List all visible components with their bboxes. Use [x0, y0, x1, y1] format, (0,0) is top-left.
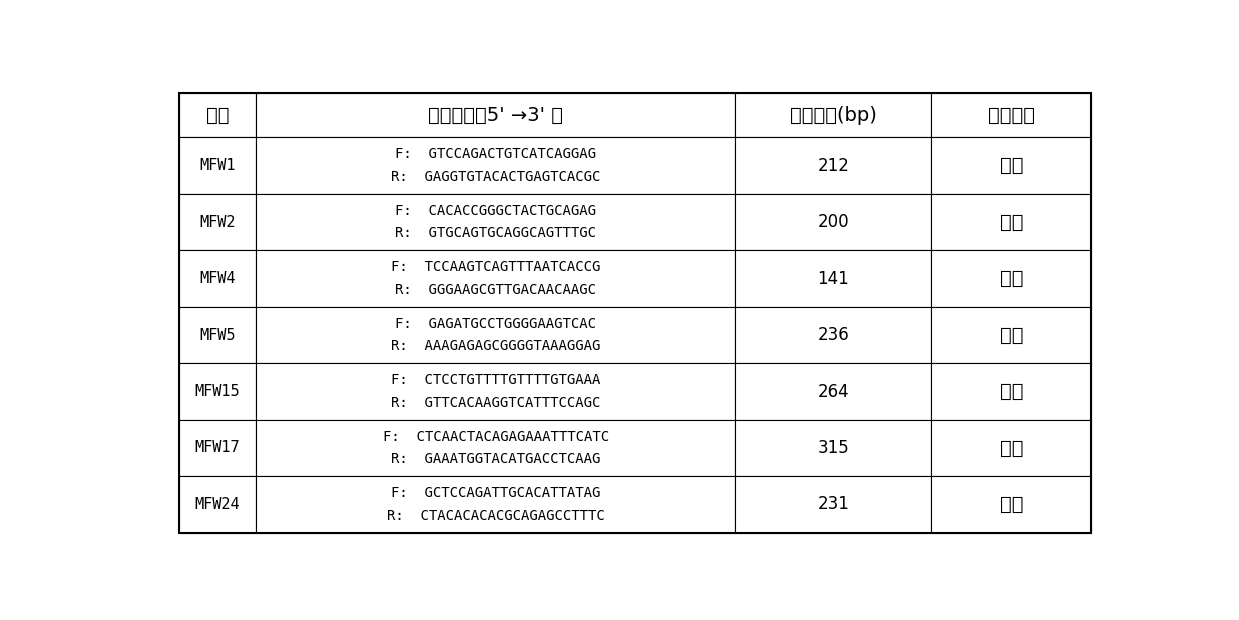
Text: 鲤鱼: 鲤鱼 [1000, 495, 1023, 514]
Text: 鲤鱼: 鲤鱼 [1000, 269, 1023, 288]
Text: MFW17: MFW17 [195, 440, 240, 456]
Text: 264: 264 [818, 383, 849, 401]
Bar [178, 363, 256, 420]
Bar [256, 138, 735, 194]
Text: 212: 212 [818, 157, 849, 175]
Text: 200: 200 [818, 213, 849, 231]
Text: 315: 315 [818, 439, 849, 457]
Bar [178, 94, 256, 138]
Text: 产物大小(bp): 产物大小(bp) [790, 106, 877, 125]
Bar [932, 94, 1092, 138]
Bar [256, 194, 735, 250]
Text: MFW2: MFW2 [199, 215, 235, 229]
Text: F:  GTCCAGACTGTCATCAGGAG: F: GTCCAGACTGTCATCAGGAG [395, 148, 596, 161]
Text: 鲤鱼: 鲤鱼 [1000, 382, 1023, 401]
Text: 物种来源: 物种来源 [987, 106, 1035, 125]
Text: 141: 141 [818, 270, 849, 288]
Text: 231: 231 [818, 495, 849, 513]
Text: 位点: 位点 [206, 106, 229, 125]
Text: MFW15: MFW15 [195, 384, 240, 399]
Text: MFW1: MFW1 [199, 158, 235, 173]
Text: F:  CTCAACTACAGAGAAATTTCATC: F: CTCAACTACAGAGAAATTTCATC [383, 430, 608, 444]
Text: 鲤鱼: 鲤鱼 [1000, 213, 1023, 232]
Text: 鲤鱼: 鲤鱼 [1000, 438, 1023, 458]
Bar [735, 194, 932, 250]
Text: R:  GGGAAGCGTTGACAACAAGC: R: GGGAAGCGTTGACAACAAGC [395, 283, 596, 297]
Bar [256, 420, 735, 476]
Bar [735, 94, 932, 138]
Text: 236: 236 [818, 326, 849, 344]
Text: R:  GTTCACAAGGTCATTTCCAGC: R: GTTCACAAGGTCATTTCCAGC [392, 396, 601, 410]
Text: MFW4: MFW4 [199, 271, 235, 286]
Text: MFW5: MFW5 [199, 327, 235, 343]
Bar [932, 307, 1092, 363]
Bar [932, 420, 1092, 476]
Bar [735, 138, 932, 194]
Bar [932, 476, 1092, 533]
Text: F:  GAGATGCCTGGGGAAGTCAC: F: GAGATGCCTGGGGAAGTCAC [395, 317, 596, 330]
Text: R:  AAAGAGAGCGGGGTAAAGGAG: R: AAAGAGAGCGGGGTAAAGGAG [392, 339, 601, 353]
Bar [735, 250, 932, 307]
Bar [735, 420, 932, 476]
Text: F:  CTCCTGTTTTGTTTTGTGAAA: F: CTCCTGTTTTGTTTTGTGAAA [392, 373, 601, 388]
Text: F:  GCTCCAGATTGCACATTATAG: F: GCTCCAGATTGCACATTATAG [392, 486, 601, 500]
Text: 引物序列（5' →3' ）: 引物序列（5' →3' ） [429, 106, 564, 125]
Bar [735, 476, 932, 533]
Bar [735, 363, 932, 420]
Bar [178, 476, 256, 533]
Bar [178, 250, 256, 307]
Bar [256, 250, 735, 307]
Bar [256, 94, 735, 138]
Bar [735, 307, 932, 363]
Text: R:  GAGGTGTACACTGAGTCACGC: R: GAGGTGTACACTGAGTCACGC [392, 170, 601, 184]
Bar [932, 363, 1092, 420]
Text: F:  TCCAAGTCAGTTTAATCACCG: F: TCCAAGTCAGTTTAATCACCG [392, 260, 601, 274]
Text: 鲤鱼: 鲤鱼 [1000, 326, 1023, 345]
Bar [256, 363, 735, 420]
Bar [256, 476, 735, 533]
Text: R:  GTGCAGTGCAGGCAGTTTGC: R: GTGCAGTGCAGGCAGTTTGC [395, 226, 596, 241]
Text: R:  GAAATGGTACATGACCTCAAG: R: GAAATGGTACATGACCTCAAG [392, 453, 601, 466]
Text: MFW24: MFW24 [195, 497, 240, 512]
Bar [178, 420, 256, 476]
Text: 鲤鱼: 鲤鱼 [1000, 156, 1023, 175]
Text: R:  CTACACACACGCAGAGCCTTTC: R: CTACACACACGCAGAGCCTTTC [387, 509, 605, 523]
Bar [932, 194, 1092, 250]
Bar [932, 250, 1092, 307]
Bar [178, 138, 256, 194]
Bar [256, 307, 735, 363]
Bar [178, 194, 256, 250]
Text: F:  CACACCGGGCTACTGCAGAG: F: CACACCGGGCTACTGCAGAG [395, 204, 596, 218]
Bar [178, 307, 256, 363]
Bar [932, 138, 1092, 194]
